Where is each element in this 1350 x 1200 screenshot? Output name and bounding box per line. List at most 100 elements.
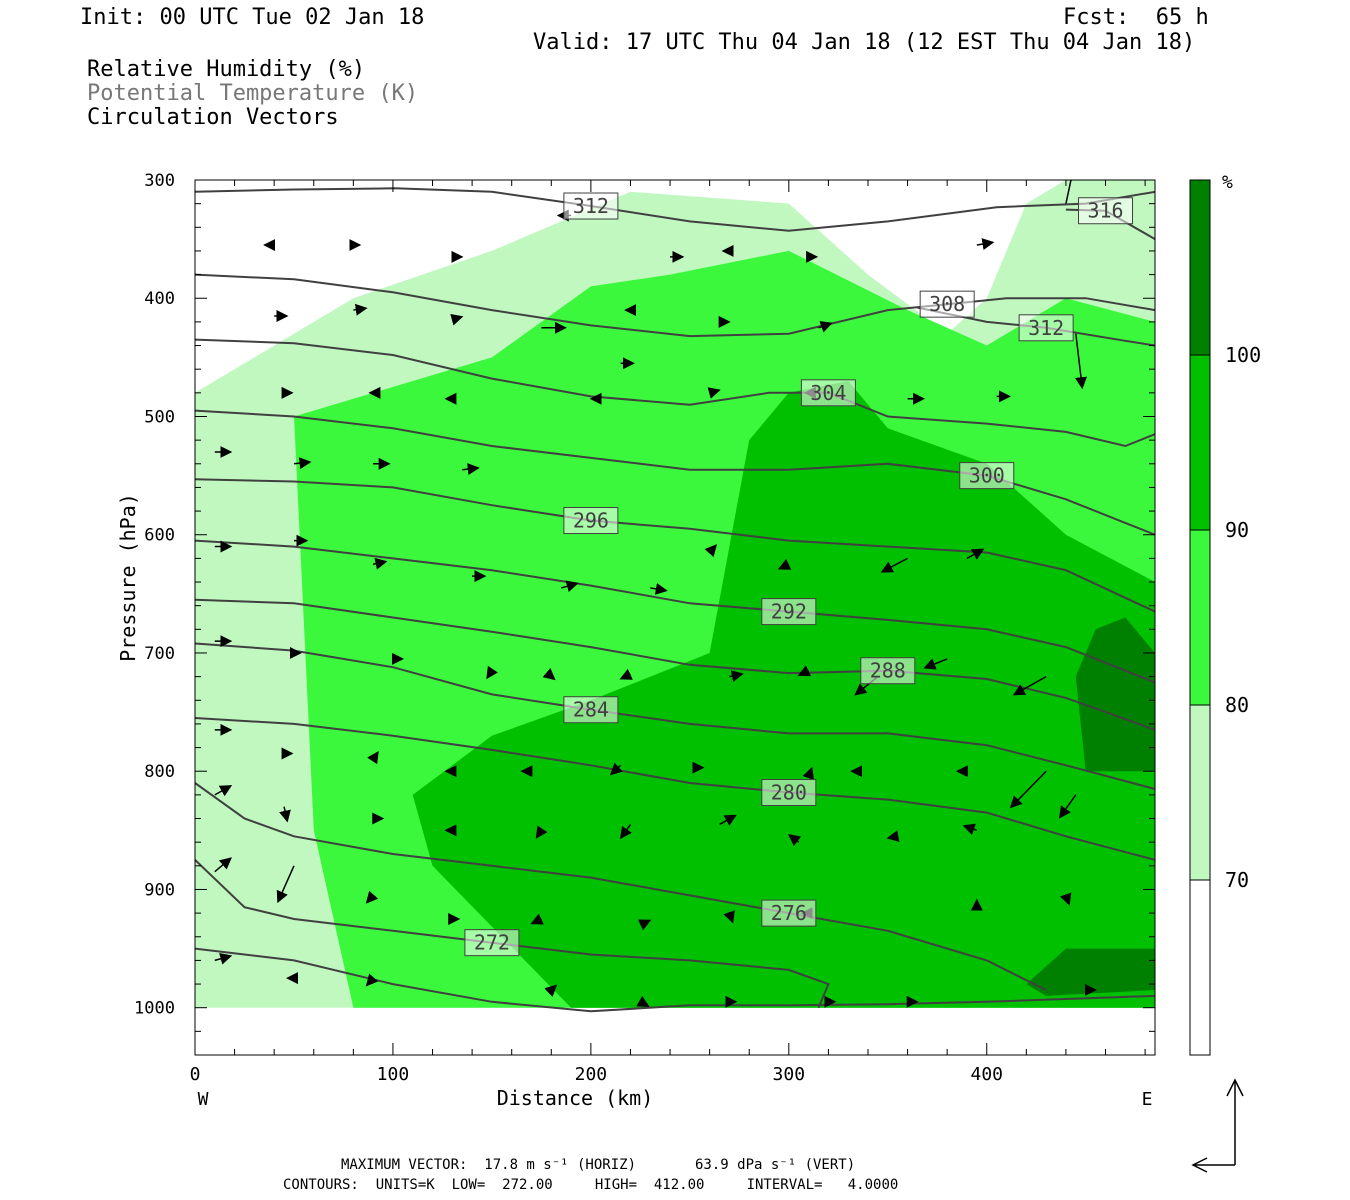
- y-tick-label: 600: [144, 526, 175, 546]
- east-label: E: [1142, 1089, 1153, 1110]
- theta-contour-272: [195, 859, 830, 1009]
- colorbar-level-label: 100: [1225, 343, 1261, 367]
- colorbar-level-label: 90: [1225, 518, 1249, 542]
- contour-label-312: 312: [563, 192, 619, 220]
- circulation-vector: [650, 582, 668, 595]
- contour-label-text: 280: [771, 781, 807, 805]
- circulation-vector: [802, 766, 814, 781]
- contour-label-276: 276: [761, 899, 817, 927]
- contour-label-312: 312: [1018, 314, 1074, 342]
- theta-contour-300: [195, 409, 1155, 536]
- contour-label-box: [959, 462, 1015, 490]
- contour-label-box: [800, 379, 856, 407]
- colorbar-segment: [1189, 354, 1211, 531]
- x-axis-label: Distance (km): [497, 1086, 654, 1110]
- theta-contour-292: [195, 539, 1155, 684]
- contour-label-292: 292: [761, 598, 817, 626]
- contour-label-box: [563, 192, 619, 220]
- circulation-vector: [787, 834, 802, 847]
- y-tick-label: 300: [144, 171, 175, 191]
- legend-relative-humidity: Relative Humidity (%): [87, 57, 366, 82]
- circulation-vector: [962, 823, 978, 835]
- theta-contour-280: [195, 717, 1155, 861]
- x-tick-label: 400: [970, 1064, 1003, 1085]
- circulation-vector: [976, 238, 995, 250]
- colorbar-segment: [1189, 704, 1211, 881]
- circulation-vector: [619, 668, 633, 680]
- circulation-vector: [777, 558, 792, 570]
- theta-contour-284: [195, 642, 1155, 790]
- contour-label-text: 272: [474, 931, 510, 955]
- contour-label-box: [563, 507, 619, 535]
- axes: 0 100 200 300 400 300 400 500 600 700 800 900 1000 Di…: [116, 171, 1155, 1110]
- circulation-vector: [486, 665, 498, 680]
- circulation-vector: [818, 321, 833, 333]
- theta-contour-296: [195, 478, 1155, 613]
- circulation-vector: [723, 910, 735, 924]
- contour-label-box: [1018, 314, 1074, 342]
- circulation-vector: [530, 913, 544, 925]
- rh-region-100: [1075, 617, 1155, 772]
- valid-time: Valid: 17 UTC Thu 04 Jan 18 (12 EST Thu …: [533, 30, 1196, 55]
- circulation-vector: [966, 548, 985, 560]
- x-tick-label: 200: [575, 1064, 608, 1085]
- legend-circulation-vectors: Circulation Vectors: [87, 105, 339, 130]
- circulation-vector: [353, 303, 368, 316]
- colorbar-level-label: 70: [1225, 868, 1249, 892]
- contour-label-box: [919, 290, 975, 318]
- circulation-vector: [923, 658, 948, 670]
- plot-frame: [194, 179, 1156, 1056]
- circulation-vector: [279, 806, 291, 823]
- contour-label-box: [761, 899, 817, 927]
- init-time: Init: 00 UTC Tue 02 Jan 18: [80, 5, 425, 30]
- contour-label-box: [563, 696, 619, 724]
- circulation-vector: [1065, 180, 1072, 204]
- colorbar-unit: %: [1222, 172, 1233, 193]
- theta-contour-268: [195, 947, 1155, 1013]
- contour-label-text: 308: [929, 292, 965, 316]
- colorbar-segment: [1189, 179, 1211, 356]
- circulation-vector: [704, 544, 718, 558]
- circulation-vector: [367, 750, 379, 765]
- circulation-vector: [1058, 794, 1077, 819]
- circulation-vector: [365, 973, 379, 987]
- contour-label-288: 288: [860, 657, 916, 685]
- colorbar: 100 90 80 70%: [1189, 172, 1261, 1056]
- circulation-vector: [462, 463, 480, 476]
- circulation-vector: [719, 814, 737, 826]
- y-tick-label: 800: [144, 762, 175, 782]
- circulation-vector: [637, 919, 652, 931]
- contour-label-304: 304: [800, 379, 856, 407]
- circulation-vector: [636, 995, 650, 1008]
- circulation-vector: [535, 825, 548, 839]
- colorbar-level-label: 80: [1225, 693, 1249, 717]
- circulation-vector: [560, 580, 579, 593]
- rh-region-100: [1026, 948, 1155, 996]
- rh-region-90: [412, 381, 1155, 1008]
- circulation-vector: [880, 557, 908, 573]
- circulation-vector: [276, 865, 295, 904]
- circulation-vector: [544, 984, 558, 998]
- circulation-vector: [372, 557, 388, 570]
- x-tick-label: 100: [377, 1064, 410, 1085]
- contour-label-box: [1078, 197, 1134, 225]
- contour-label-text: 296: [573, 509, 609, 533]
- circulation-vector: [797, 665, 812, 677]
- contour-label-box: [860, 657, 916, 685]
- circulation-vector: [214, 785, 233, 797]
- y-tick-label: 1000: [134, 999, 175, 1019]
- contour-labels: 312 316 308 312 304 300 296 292 288 284 280 276 272: [464, 192, 1134, 957]
- contour-label-text: 312: [573, 194, 609, 218]
- circulation-vector: [729, 670, 744, 682]
- relative-humidity-fill: [195, 180, 1155, 1008]
- y-axis-label: Pressure (hPa): [116, 493, 140, 662]
- circulation-vector: [619, 823, 632, 840]
- max-vector-note: MAXIMUM VECTOR: 17.8 m s⁻¹ (HORIZ) 63.9 …: [341, 1157, 856, 1173]
- x-tick-label: 300: [773, 1064, 806, 1085]
- contour-info: CONTOURS: UNITS=K LOW= 272.00 HIGH= 412.…: [283, 1177, 899, 1193]
- contour-label-box: [464, 929, 520, 957]
- legend-potential-temperature: Potential Temperature (K): [87, 81, 419, 106]
- contour-label-308: 308: [919, 290, 975, 318]
- contour-label-280: 280: [761, 779, 817, 806]
